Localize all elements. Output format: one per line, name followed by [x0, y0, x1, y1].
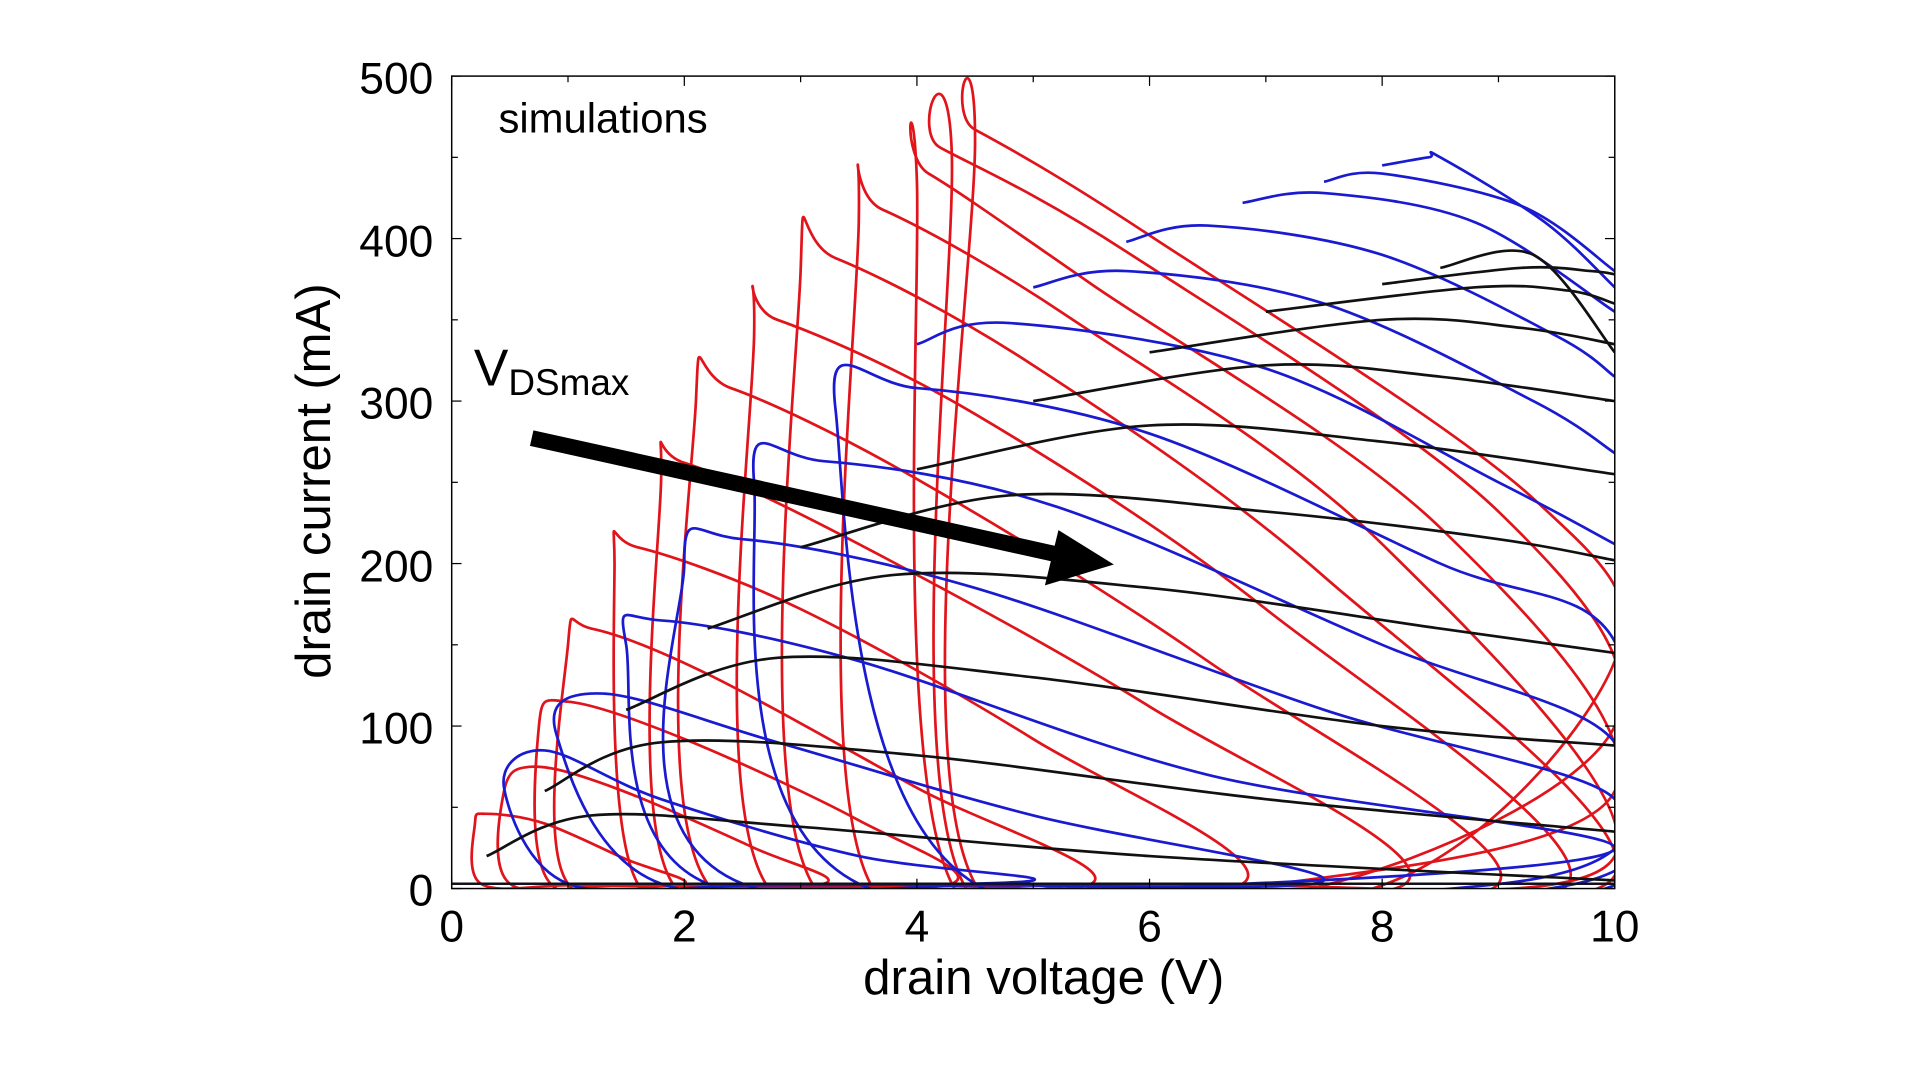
- black-loop-10: [1381, 265, 1615, 286]
- blue-loop-3: [621, 613, 1615, 889]
- blue-loop-9: [1125, 224, 1615, 378]
- red-loop-12: [927, 92, 1615, 889]
- plot-frame: [450, 75, 1616, 890]
- black-loop-4: [707, 571, 1615, 655]
- blue-loop-6: [832, 363, 1615, 889]
- black-loop-9: [1265, 284, 1615, 314]
- red-loop-3: [533, 698, 960, 889]
- y-tick-label: 0: [409, 867, 434, 916]
- x-tick-label: 2: [672, 902, 697, 951]
- vdsmax-subscript: DSmax: [508, 362, 630, 403]
- blue-loop-12: [1381, 150, 1615, 289]
- y-tick-label: 200: [359, 543, 433, 592]
- blue-loop-1: [502, 749, 1037, 889]
- black-loop-8: [1149, 317, 1615, 354]
- blue-loop-11: [1323, 171, 1615, 273]
- black-loop-3: [625, 655, 1615, 747]
- blue-loop-10: [1242, 191, 1615, 313]
- black-loop-1: [486, 812, 1615, 882]
- y-tick-label: 300: [359, 380, 433, 429]
- black-loop-2: [544, 739, 1615, 834]
- vdsmax-arrow: [529, 430, 1114, 586]
- red-loop-11: [909, 121, 1615, 889]
- y-tick-label: 500: [359, 54, 433, 103]
- x-tick-label: 4: [905, 902, 930, 951]
- black-loop-5: [800, 492, 1615, 562]
- y-tick-label: 400: [359, 218, 433, 267]
- blue-loop-4: [661, 526, 1615, 889]
- simulations-annotation: simulations: [498, 95, 707, 142]
- vdsmax-label: VDSmax: [474, 338, 630, 403]
- black-loop-7: [1033, 363, 1615, 403]
- x-axis-label: drain voltage (V): [863, 950, 1224, 1005]
- black-loop-6: [916, 423, 1615, 476]
- y-axis-label: drain current (mA): [286, 283, 341, 679]
- x-tick-label: 6: [1137, 902, 1162, 951]
- blue-loop-2: [552, 692, 1326, 889]
- vdsmax-main: V: [474, 338, 509, 396]
- y-tick-label: 100: [359, 705, 433, 754]
- blue-loop-7: [916, 321, 1615, 546]
- black-loop-11: [1440, 249, 1615, 354]
- ticks-layer: [451, 75, 1616, 890]
- x-tick-label: 8: [1370, 902, 1395, 951]
- red-loop-2: [496, 765, 830, 889]
- x-tick-label: 0: [439, 902, 464, 951]
- x-tick-label: 10: [1590, 902, 1639, 951]
- curves-layer: [451, 76, 1615, 889]
